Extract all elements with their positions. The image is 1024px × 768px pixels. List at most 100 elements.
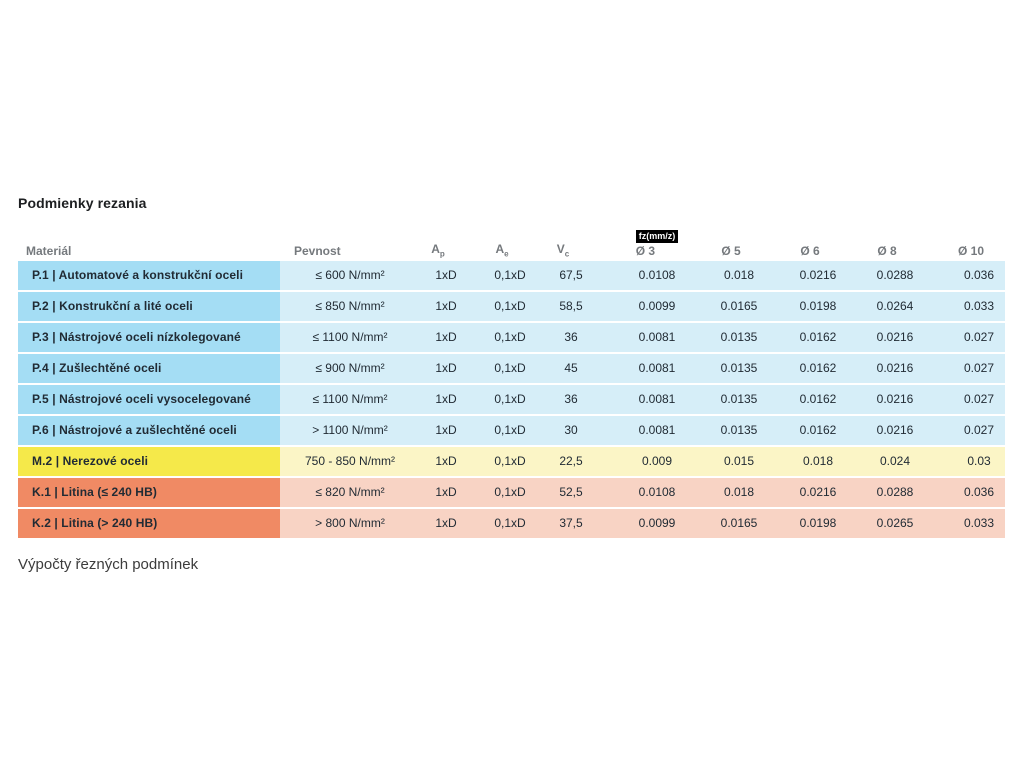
fz-d8-cell: 0.0216 [876,330,914,344]
ae-cell: 0,1xD [494,299,526,313]
fz-d10-cell: 0.036 [963,485,995,499]
vc-cell: 22,5 [559,454,583,468]
table-row-k2: K.2 | Litina (> 240 HB) > 800 N/mm² 1xD … [18,509,1005,538]
ap-cell: 1xD [435,454,457,468]
pevnost-cell: ≤ 1100 N/mm² [312,330,388,344]
pevnost-cell: ≤ 820 N/mm² [315,485,385,499]
fz-d8-cell: 0.0288 [876,268,914,282]
vc-cell: 67,5 [559,268,583,282]
fz-d3-cell: 0.0081 [638,423,676,437]
fz-d5-cell: 0.0135 [720,361,758,375]
material-cell: K.1 | Litina (≤ 240 HB) [18,478,280,507]
fz-d8-cell: 0.024 [879,454,911,468]
ap-cell: 1xD [435,516,457,530]
material-cell: P.6 | Nástrojové a zušlechtěné oceli [18,416,280,445]
fz-d6-cell: 0.0216 [799,268,837,282]
cutting-conditions-table: Materiál Pevnost Ap Ae Vc fz(mm/z) Ø 3 Ø… [18,224,1005,538]
ap-cell: 1xD [435,361,457,375]
fz-d5-cell: 0.018 [723,268,755,282]
pevnost-cell: ≤ 600 N/mm² [315,268,385,282]
page-title: Podmienky rezania [18,195,147,211]
header-material: Materiál [26,244,72,258]
fz-d3-cell: 0.0108 [638,485,676,499]
table-row-k1: K.1 | Litina (≤ 240 HB) ≤ 820 N/mm² 1xD … [18,478,1005,507]
pevnost-cell: ≤ 850 N/mm² [315,299,385,313]
ae-cell: 0,1xD [494,423,526,437]
material-cell: P.1 | Automatové a konstrukční oceli [18,261,280,290]
table-row-p4: P.4 | Zušlechtěné oceli ≤ 900 N/mm² 1xD … [18,354,1005,383]
header-diameter-5: Ø 5 [721,244,741,258]
fz-d6-cell: 0.0198 [799,299,837,313]
fz-d3-cell: 0.009 [641,454,673,468]
fz-d10-cell: 0.033 [963,299,995,313]
material-cell: P.2 | Konstrukční a lité oceli [18,292,280,321]
fz-d10-cell: 0.027 [963,423,995,437]
fz-d8-cell: 0.0216 [876,392,914,406]
ae-cell: 0,1xD [494,485,526,499]
table-header-row: Materiál Pevnost Ap Ae Vc fz(mm/z) Ø 3 Ø… [18,224,1005,261]
fz-d10-cell: 0.027 [963,392,995,406]
ae-cell: 0,1xD [494,330,526,344]
header-ae: Ae [462,242,542,258]
vc-cell: 58,5 [559,299,583,313]
ae-cell: 0,1xD [494,361,526,375]
header-ae-symbol: A [495,241,505,256]
fz-d6-cell: 0.0162 [799,330,837,344]
header-vc-subscript: c [564,249,570,258]
header-pevnost: Pevnost [294,244,341,258]
fz-d3-cell: 0.0099 [638,299,676,313]
pevnost-cell: > 1100 N/mm² [312,423,388,437]
vc-cell: 45 [564,361,578,375]
header-diameter-3-label: Ø 3 [635,244,656,258]
fz-d5-cell: 0.015 [723,454,755,468]
fz-d3-cell: 0.0108 [638,268,676,282]
fz-d6-cell: 0.018 [802,454,834,468]
fz-d8-cell: 0.0216 [876,361,914,375]
ap-cell: 1xD [435,423,457,437]
header-diameter-6: Ø 6 [800,244,820,258]
header-diameter-10: Ø 10 [957,244,984,258]
table-row-p2: P.2 | Konstrukční a lité oceli ≤ 850 N/m… [18,292,1005,321]
fz-d10-cell: 0.036 [963,268,995,282]
table-row-p5: P.5 | Nástrojové oceli vysocelegované ≤ … [18,385,1005,414]
fz-d10-cell: 0.027 [963,330,995,344]
header-vc: Vc [523,242,603,258]
header-ae-subscript: e [504,249,509,258]
fz-d6-cell: 0.0162 [799,392,837,406]
fz-d5-cell: 0.0165 [720,299,758,313]
header-diameter-8: Ø 8 [877,244,897,258]
header-diameter-3: fz(mm/z) Ø 3 [617,228,697,258]
vc-cell: 36 [564,330,578,344]
pevnost-cell: ≤ 1100 N/mm² [312,392,388,406]
fz-d3-cell: 0.0081 [638,361,676,375]
fz-d10-cell: 0.027 [963,361,995,375]
table-row-p3: P.3 | Nástrojové oceli nízkolegované ≤ 1… [18,323,1005,352]
pevnost-cell: > 800 N/mm² [315,516,385,530]
fz-d6-cell: 0.0162 [799,361,837,375]
vc-cell: 37,5 [559,516,583,530]
material-cell: M.2 | Nerezové oceli [18,447,280,476]
header-diameter-3-group: fz(mm/z) Ø 3 [635,228,679,258]
ae-cell: 0,1xD [494,516,526,530]
vc-cell: 30 [564,423,578,437]
fz-d6-cell: 0.0216 [799,485,837,499]
fz-d8-cell: 0.0264 [876,299,914,313]
ap-cell: 1xD [435,268,457,282]
ap-cell: 1xD [435,330,457,344]
section-title-calculations: Výpočty řezných podmínek [18,556,199,573]
table-row-p1: P.1 | Automatové a konstrukční oceli ≤ 6… [18,261,1005,290]
fz-d10-cell: 0.03 [967,454,991,468]
ae-cell: 0,1xD [494,268,526,282]
ae-cell: 0,1xD [494,392,526,406]
fz-d10-cell: 0.033 [963,516,995,530]
ap-cell: 1xD [435,392,457,406]
fz-d8-cell: 0.0265 [876,516,914,530]
fz-d6-cell: 0.0162 [799,423,837,437]
material-cell: K.2 | Litina (> 240 HB) [18,509,280,538]
fz-d5-cell: 0.018 [723,485,755,499]
header-ap-subscript: p [439,249,445,258]
pevnost-cell: ≤ 900 N/mm² [315,361,385,375]
vc-cell: 52,5 [559,485,583,499]
fz-d3-cell: 0.0081 [638,392,676,406]
